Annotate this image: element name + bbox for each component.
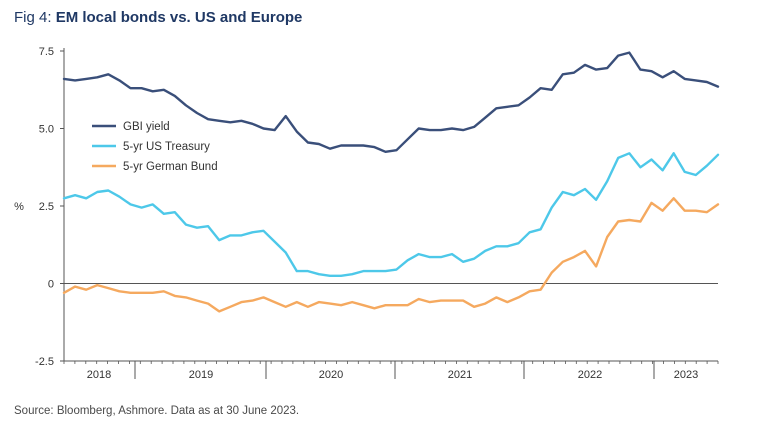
chart-title: Fig 4: EM local bonds vs. US and Europe [14, 9, 302, 26]
x-tick-label: 2022 [578, 369, 602, 381]
legend-label: 5-yr German Bund [123, 161, 218, 173]
series-line-0 [62, 51, 720, 154]
x-tick-label: 2018 [87, 369, 111, 381]
x-tick-label: 2021 [448, 369, 472, 381]
y-tick-label: 2.5 [39, 201, 54, 213]
series-line-2 [62, 197, 720, 313]
y-tick-label: 0 [48, 279, 54, 291]
legend-label: GBI yield [123, 121, 170, 133]
x-tick-label: 2020 [319, 369, 343, 381]
source-note: Source: Bloomberg, Ashmore. Data as at 3… [14, 405, 300, 417]
y-axis-label: % [14, 201, 24, 213]
figure-number: Fig 4: [14, 9, 56, 26]
line-chart: 7.5 5.0 2.5 0 -2.5% 2018 2019 2020 2021 2022 2023 G… [14, 46, 720, 381]
x-tick-label: 2019 [189, 369, 213, 381]
y-tick-label: 5.0 [39, 124, 54, 136]
y-tick-label: 7.5 [39, 46, 54, 58]
legend-label: 5-yr US Treasury [123, 141, 210, 153]
y-tick-label: -2.5 [35, 356, 54, 368]
series-line-1 [62, 152, 720, 277]
figure-title: EM local bonds vs. US and Europe [55, 9, 303, 26]
x-tick-label: 2023 [674, 369, 698, 381]
